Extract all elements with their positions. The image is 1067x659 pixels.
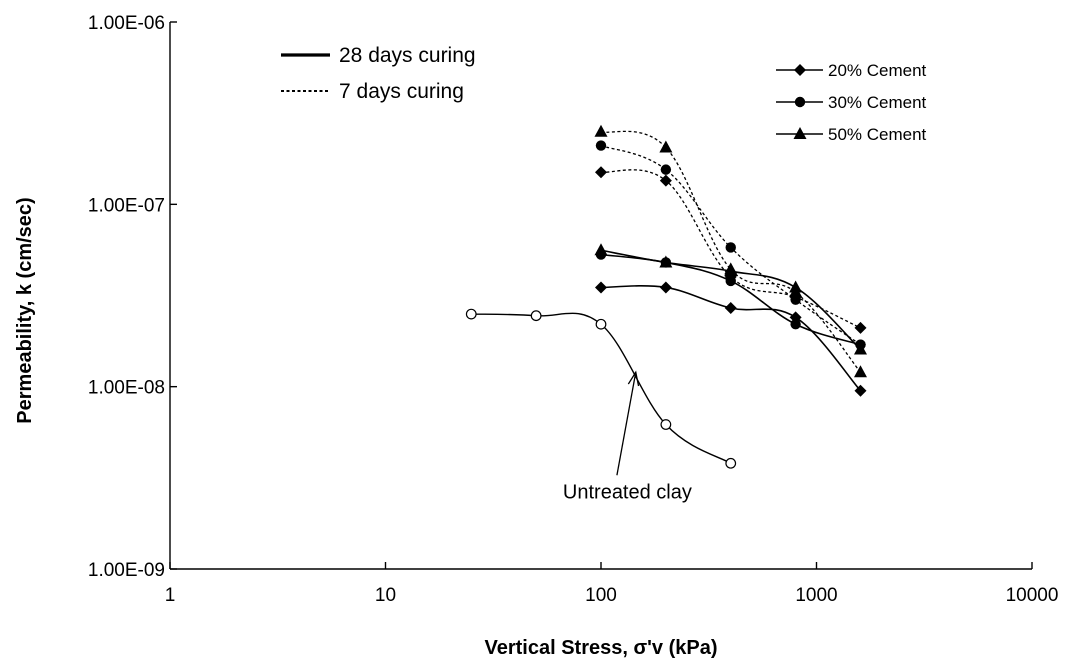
data-point bbox=[659, 281, 672, 294]
data-point bbox=[790, 319, 801, 330]
series-0 bbox=[595, 281, 867, 397]
annotation-layer: Untreated clay bbox=[563, 370, 692, 503]
x-tick-label: 1000 bbox=[795, 585, 837, 606]
data-point bbox=[595, 166, 607, 179]
data-point bbox=[725, 242, 736, 253]
legend-cement-item: 50% Cement bbox=[776, 125, 927, 144]
x-axis-title: Vertical Stress, σ'v (kPa) bbox=[484, 637, 717, 659]
data-point bbox=[660, 164, 672, 175]
legend-label: 28 days curing bbox=[339, 44, 476, 67]
series-4 bbox=[595, 140, 866, 350]
data-point bbox=[724, 302, 737, 315]
data-point bbox=[724, 262, 738, 275]
series-2 bbox=[594, 243, 867, 355]
y-tick-label: 1.00E-07 bbox=[88, 195, 165, 216]
x-tick-label: 10000 bbox=[1006, 585, 1059, 606]
legend-marker bbox=[794, 96, 806, 108]
data-point bbox=[855, 339, 866, 350]
data-point bbox=[854, 384, 867, 397]
y-axis-title: Permeability, k (cm/sec) bbox=[14, 197, 36, 423]
data-point bbox=[725, 457, 737, 469]
legend-label: 20% Cement bbox=[828, 61, 927, 80]
data-point bbox=[854, 321, 867, 334]
series-6 bbox=[465, 308, 737, 469]
data-point bbox=[595, 318, 607, 330]
legend-layer: 28 days curing 7 days curing 20% Cement 30%… bbox=[281, 44, 927, 144]
data-point bbox=[659, 140, 673, 153]
series-line bbox=[471, 312, 732, 464]
y-tick-label: 1.00E-06 bbox=[88, 13, 165, 34]
x-tick-label: 1 bbox=[165, 585, 176, 606]
legend-label: 30% Cement bbox=[828, 93, 927, 112]
data-point bbox=[660, 419, 672, 430]
data-point bbox=[659, 255, 673, 268]
data-point bbox=[659, 174, 672, 187]
data-series bbox=[465, 124, 867, 469]
series-5 bbox=[594, 124, 867, 378]
data-point bbox=[530, 310, 542, 322]
legend-marker bbox=[794, 64, 806, 76]
legend-label: 7 days curing bbox=[339, 80, 464, 103]
annotation-label: Untreated clay bbox=[563, 481, 692, 503]
series-line bbox=[600, 285, 862, 392]
x-tick-label: 100 bbox=[585, 585, 617, 606]
y-tick-label: 1.00E-09 bbox=[88, 560, 165, 581]
axis-ticks: 1 10 100 1000 10000 1.00E-09 1.00E-08 1.00E-07 1… bbox=[88, 13, 1059, 606]
annotation-arrow-line bbox=[616, 372, 637, 476]
data-point bbox=[595, 140, 607, 151]
annotation-arrow-head bbox=[627, 370, 640, 387]
data-point bbox=[594, 243, 608, 256]
data-point bbox=[594, 124, 608, 137]
y-tick-label: 1.00E-08 bbox=[88, 378, 165, 399]
data-point bbox=[853, 365, 867, 378]
data-point bbox=[595, 281, 607, 294]
legend-cement-item: 20% Cement bbox=[776, 61, 927, 80]
x-tick-label: 10 bbox=[375, 585, 396, 606]
legend-curing-item: 7 days curing bbox=[281, 80, 464, 103]
series-line bbox=[600, 130, 861, 373]
legend-marker bbox=[793, 127, 807, 139]
legend-label: 50% Cement bbox=[828, 125, 927, 144]
legend-curing-item: 28 days curing bbox=[281, 44, 476, 67]
data-point bbox=[465, 308, 477, 320]
axis-titles: Vertical Stress, σ'v (kPa) Permeability, … bbox=[14, 197, 718, 659]
data-point bbox=[789, 285, 803, 298]
legend-cement-item: 30% Cement bbox=[776, 93, 927, 112]
